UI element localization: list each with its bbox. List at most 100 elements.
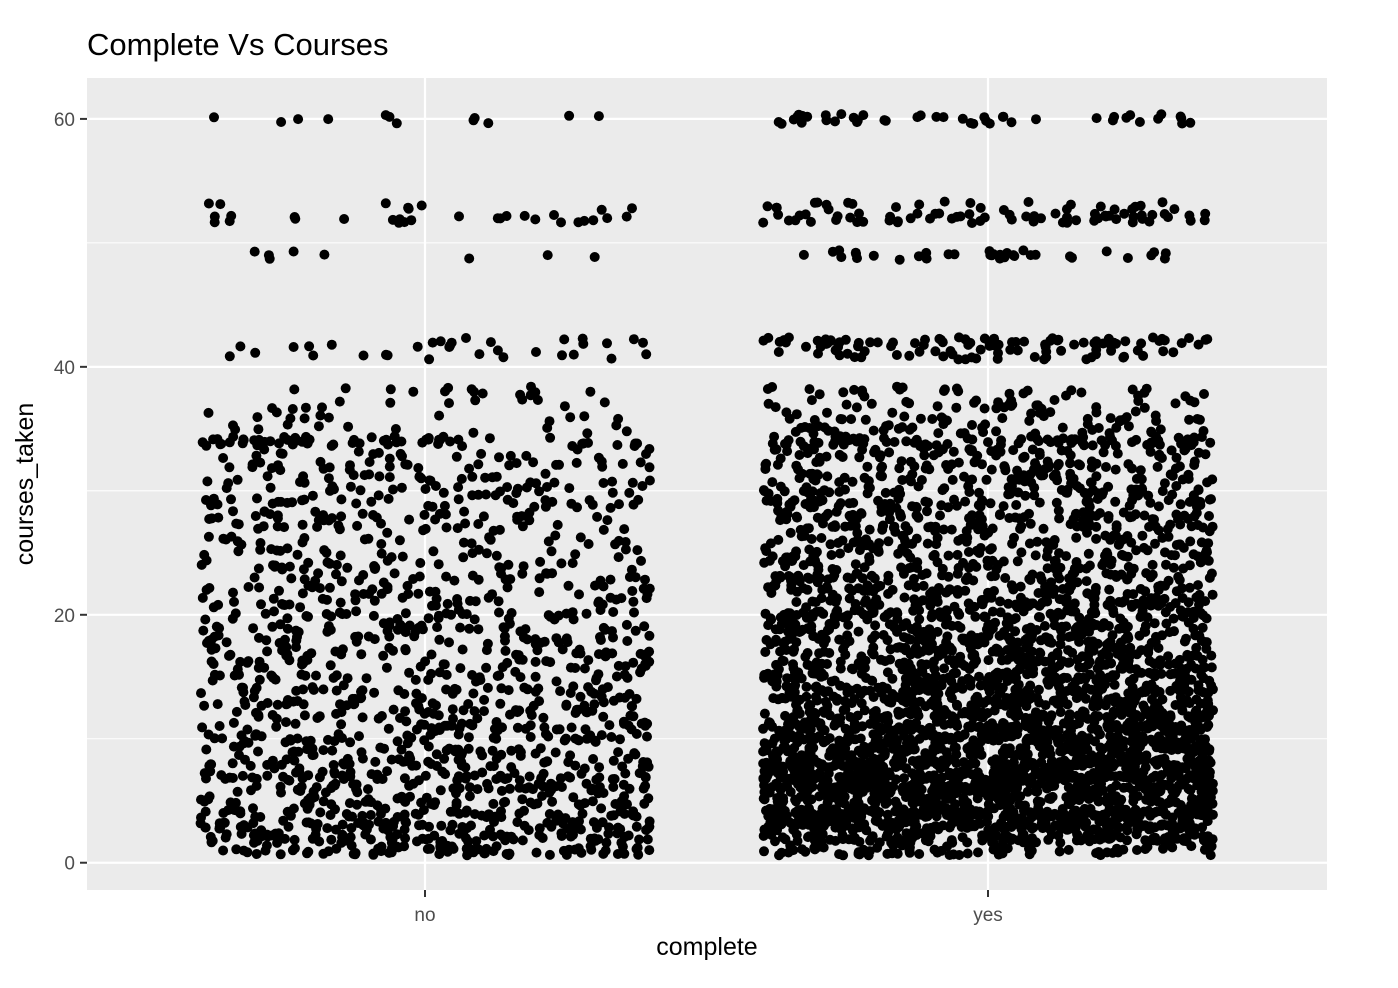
data-point: [1004, 743, 1015, 754]
data-point: [1070, 812, 1081, 823]
data-point: [579, 411, 590, 422]
data-point: [933, 583, 944, 593]
data-point: [492, 213, 503, 224]
data-point: [406, 215, 417, 226]
data-point: [588, 215, 599, 226]
data-point: [1033, 684, 1044, 695]
data-point: [1015, 649, 1026, 660]
data-point: [279, 522, 290, 533]
data-point: [487, 589, 498, 600]
data-point: [990, 830, 1001, 841]
data-point: [1122, 821, 1132, 832]
data-point: [510, 705, 521, 716]
data-point: [941, 810, 952, 820]
data-point: [1204, 793, 1215, 804]
data-point: [638, 783, 649, 794]
data-point: [1022, 749, 1033, 760]
data-point: [593, 649, 604, 660]
data-point: [295, 602, 306, 613]
data-point: [832, 806, 843, 817]
data-point: [593, 111, 604, 122]
data-point: [203, 407, 214, 418]
data-point: [512, 817, 523, 828]
data-point: [1040, 656, 1050, 667]
data-point: [1193, 721, 1204, 732]
data-point: [1129, 712, 1140, 723]
data-point: [874, 538, 884, 549]
data-point: [1157, 694, 1168, 705]
data-point: [1175, 539, 1185, 550]
data-point: [1018, 837, 1029, 848]
data-point: [1038, 523, 1049, 534]
data-point: [857, 786, 868, 797]
data-point: [419, 708, 430, 719]
data-point: [1207, 589, 1218, 600]
data-point: [950, 799, 961, 810]
data-point: [1144, 521, 1155, 532]
data-point: [384, 461, 395, 472]
data-point: [282, 623, 293, 634]
data-point: [1105, 731, 1116, 741]
data-point: [256, 599, 266, 610]
data-point: [433, 610, 444, 621]
data-point: [1091, 675, 1102, 686]
data-point: [566, 498, 577, 509]
data-point: [381, 349, 391, 360]
data-point: [804, 624, 815, 635]
data-point: [804, 544, 815, 555]
data-point: [322, 594, 332, 605]
data-point: [580, 724, 591, 735]
data-point: [922, 672, 933, 683]
data-point: [841, 611, 851, 622]
data-point: [440, 509, 451, 520]
data-point: [545, 778, 556, 789]
data-point: [582, 733, 592, 744]
data-point: [1167, 823, 1178, 834]
data-point: [796, 750, 807, 761]
data-point: [254, 674, 265, 685]
data-point: [549, 614, 560, 625]
data-point: [591, 675, 601, 686]
data-point: [853, 583, 864, 594]
data-point: [773, 664, 784, 675]
data-point: [1182, 812, 1193, 823]
data-point: [790, 820, 801, 831]
data-point: [952, 585, 963, 595]
data-point: [352, 520, 363, 531]
data-point: [550, 747, 561, 758]
data-point: [1058, 686, 1069, 697]
data-point: [336, 576, 347, 587]
data-point: [782, 552, 793, 563]
data-point: [492, 725, 503, 736]
data-point: [400, 706, 411, 717]
data-point: [380, 198, 391, 209]
data-point: [214, 823, 225, 834]
data-point: [846, 750, 857, 761]
data-point: [1110, 771, 1121, 782]
data-point: [1118, 736, 1129, 747]
data-point: [253, 711, 264, 722]
data-point: [278, 815, 289, 826]
data-point: [534, 573, 545, 584]
data-point: [905, 837, 916, 848]
data-point: [1008, 807, 1019, 818]
data-point: [313, 568, 324, 579]
data-point: [1077, 706, 1088, 717]
data-point: [644, 475, 655, 486]
data-point: [551, 676, 562, 687]
data-point: [626, 701, 637, 711]
data-point: [399, 824, 410, 835]
data-point: [251, 849, 262, 859]
data-point: [1111, 520, 1122, 531]
data-point: [1092, 825, 1103, 836]
data-point: [404, 667, 415, 678]
data-point: [466, 538, 477, 549]
data-point: [299, 710, 310, 721]
data-point: [905, 709, 916, 720]
data-point: [849, 834, 860, 845]
data-point: [468, 688, 479, 699]
data-point: [997, 843, 1008, 854]
data-point: [554, 459, 564, 470]
data-point: [941, 747, 952, 758]
data-point: [613, 822, 623, 833]
